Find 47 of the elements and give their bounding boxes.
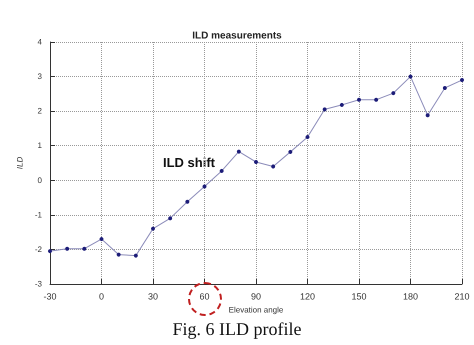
x-axis-title: Elevation angle bbox=[228, 305, 284, 314]
caption: Fig. 6 ILD profile bbox=[172, 319, 302, 339]
x-tick-label: -30 bbox=[43, 292, 57, 302]
x-tick-label: 60 bbox=[199, 292, 210, 302]
point bbox=[374, 98, 378, 102]
y-tick-label: 1 bbox=[38, 141, 43, 150]
point bbox=[306, 135, 310, 140]
point bbox=[202, 184, 206, 189]
point bbox=[426, 113, 430, 118]
annotation: ILD shift bbox=[163, 155, 216, 170]
point bbox=[151, 226, 155, 231]
point bbox=[100, 237, 104, 242]
point bbox=[391, 91, 396, 96]
y-tick-label: -2 bbox=[34, 244, 43, 254]
y-axis-title: ILD bbox=[15, 156, 24, 170]
point bbox=[460, 78, 464, 82]
point bbox=[288, 150, 292, 154]
point bbox=[340, 102, 344, 107]
point bbox=[168, 216, 172, 220]
point bbox=[271, 164, 276, 168]
point bbox=[48, 249, 52, 254]
x-tick-label: 120 bbox=[300, 292, 316, 302]
point bbox=[116, 252, 121, 257]
point bbox=[357, 98, 361, 102]
x-tick-label: 180 bbox=[402, 292, 418, 302]
point bbox=[220, 168, 224, 173]
point bbox=[82, 246, 86, 251]
point bbox=[236, 150, 241, 154]
point bbox=[65, 246, 70, 251]
x-tick-label: 0 bbox=[98, 292, 104, 302]
point bbox=[408, 74, 412, 79]
y-tick-label: -1 bbox=[34, 210, 43, 220]
y-tick-label: 2 bbox=[38, 106, 43, 116]
point bbox=[185, 200, 190, 204]
x-tick-label: 30 bbox=[148, 292, 158, 302]
x-tick-label: 210 bbox=[454, 292, 470, 302]
y-tick-label: -3 bbox=[34, 280, 43, 288]
point bbox=[442, 86, 447, 90]
point bbox=[134, 254, 138, 258]
point bbox=[254, 160, 258, 164]
chart-title: ILD measurements bbox=[192, 30, 282, 42]
x-tick-label: 150 bbox=[351, 292, 367, 302]
y-tick-label: 0 bbox=[38, 176, 43, 185]
point bbox=[322, 107, 327, 112]
y-tick-label: 3 bbox=[38, 72, 43, 82]
x-tick-label: 90 bbox=[250, 292, 262, 302]
y-tick-label: 4 bbox=[38, 38, 43, 46]
